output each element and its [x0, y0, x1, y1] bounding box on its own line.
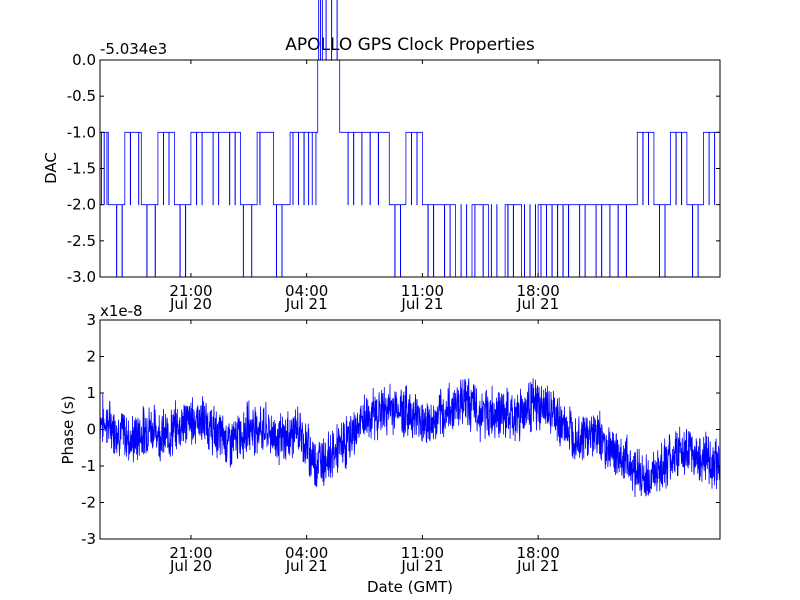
x-tick-label: 18:00 — [517, 282, 560, 300]
phase-y-axis-label: Phase (s) — [59, 395, 77, 464]
x-tick-date-label: Jul 20 — [169, 557, 212, 575]
x-tick-label: 21:00 — [169, 282, 212, 300]
x-tick-label: 11:00 — [401, 544, 444, 562]
top-axes-dac: DAC -5.034e3 0.0 -0.5 -1.0 -1.5 -2.0 -2.5 -3.0… — [42, 0, 721, 313]
x-tick-date-label: Jul 21 — [400, 295, 443, 313]
x-tick-label: 04:00 — [285, 544, 328, 562]
phase-series-line — [99, 378, 721, 498]
x-tick-label: 04:00 — [285, 282, 328, 300]
y-tick-label: -3 — [81, 530, 96, 548]
x-tick-date-label: Jul 21 — [285, 557, 328, 575]
y-tick-label: -2.0 — [67, 196, 96, 214]
figure-title: APOLLO GPS Clock Properties — [285, 35, 535, 55]
y-tick-label: -2.5 — [67, 232, 96, 250]
y-tick-label: -3.0 — [67, 268, 96, 286]
y-tick-label: -1.5 — [67, 160, 96, 178]
y-tick-label: 1 — [86, 384, 96, 402]
y-tick-label: -2 — [81, 494, 96, 512]
bottom-axes-phase: Phase (s) x1e-8 Date (GMT) 3 2 1 0 -1 -2 -3 21:… — [59, 302, 721, 596]
x-tick-label: 21:00 — [169, 544, 212, 562]
x-tick-label: 18:00 — [517, 544, 560, 562]
dac-y-axis-label: DAC — [42, 152, 60, 184]
phase-x-axis-label: Date (GMT) — [367, 578, 453, 596]
dac-offset-text: -5.034e3 — [100, 40, 167, 58]
x-tick-date-label: Jul 20 — [169, 295, 212, 313]
y-tick-label: 2 — [86, 348, 96, 366]
x-tick-label: 11:00 — [401, 282, 444, 300]
x-tick-date-label: Jul 21 — [400, 557, 443, 575]
y-tick-label: -1 — [81, 457, 96, 475]
x-tick-date-label: Jul 21 — [285, 295, 328, 313]
y-tick-label: -1.0 — [67, 123, 96, 141]
y-tick-label: 3 — [86, 311, 96, 329]
x-tick-date-label: Jul 21 — [516, 557, 559, 575]
y-tick-label: -0.5 — [67, 87, 96, 105]
phase-offset-text: x1e-8 — [100, 302, 143, 320]
y-tick-label: 0.0 — [72, 51, 96, 69]
y-tick-label: 0 — [86, 421, 96, 439]
x-tick-date-label: Jul 21 — [516, 295, 559, 313]
